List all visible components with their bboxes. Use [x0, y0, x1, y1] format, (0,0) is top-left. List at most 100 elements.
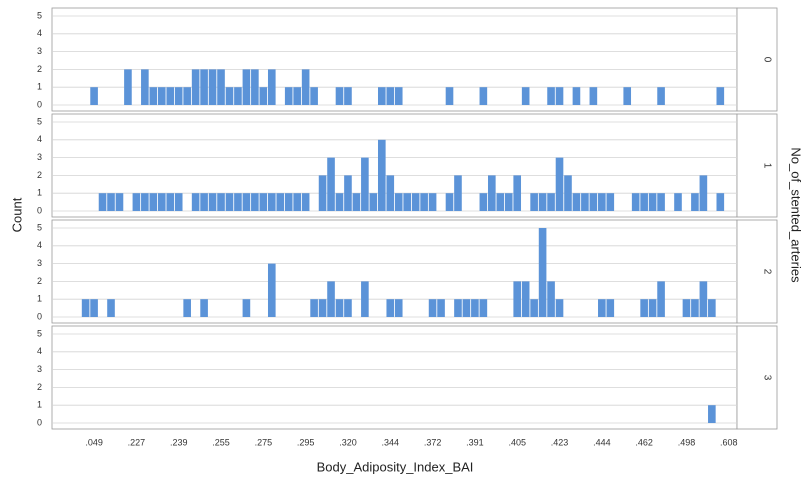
bar — [284, 193, 293, 211]
y-tick-label: 4 — [37, 346, 42, 356]
bar — [428, 299, 437, 317]
bar — [462, 299, 471, 317]
bar — [132, 193, 141, 211]
facet-strip — [736, 7, 778, 112]
bar — [640, 193, 648, 211]
bar — [479, 299, 488, 317]
bar — [403, 193, 412, 211]
bar — [428, 193, 437, 211]
bar — [394, 299, 403, 317]
bar — [521, 281, 530, 317]
bar — [141, 69, 149, 105]
y-tick-label: 1 — [37, 294, 42, 304]
bar — [488, 175, 496, 211]
bar — [674, 193, 682, 211]
bar — [386, 175, 395, 211]
bar — [251, 193, 259, 211]
bar — [293, 87, 301, 105]
bar — [318, 299, 327, 317]
facet-strip — [736, 325, 778, 430]
bar — [191, 69, 200, 105]
bar — [344, 87, 352, 105]
bar — [699, 281, 708, 317]
bar — [606, 193, 615, 211]
bar — [208, 193, 217, 211]
bar — [606, 299, 615, 317]
bar — [191, 193, 200, 211]
bar — [708, 299, 716, 317]
bar — [217, 193, 225, 211]
bar — [174, 87, 183, 105]
bar — [267, 193, 276, 211]
bar — [310, 87, 318, 105]
bar — [699, 175, 708, 211]
y-tick-label: 2 — [37, 170, 42, 180]
y-tick-label: 5 — [37, 116, 42, 126]
bar — [352, 193, 361, 211]
y-tick-label: 3 — [37, 46, 42, 56]
bar — [318, 175, 327, 211]
facet-strip — [736, 113, 778, 218]
bar — [200, 299, 208, 317]
bar — [394, 87, 403, 105]
bar — [555, 157, 564, 211]
bar — [267, 263, 276, 317]
bar — [166, 87, 175, 105]
bar — [141, 193, 149, 211]
y-tick-label: 0 — [37, 99, 42, 109]
bar — [225, 193, 234, 211]
bar — [225, 87, 234, 105]
x-tick-label: .227 — [128, 437, 146, 447]
bar — [267, 69, 276, 105]
bar — [691, 193, 699, 211]
x-tick-label: .498 — [678, 437, 696, 447]
bar — [149, 87, 158, 105]
y-tick-label: 1 — [37, 82, 42, 92]
bar — [530, 193, 538, 211]
bar — [682, 299, 691, 317]
panel-frame — [51, 219, 738, 324]
bar — [708, 405, 716, 423]
x-tick-label: .444 — [593, 437, 611, 447]
bar — [716, 193, 725, 211]
bar — [115, 193, 124, 211]
bar — [589, 87, 598, 105]
bar — [242, 193, 251, 211]
bar — [445, 87, 454, 105]
x-tick-label: .239 — [170, 437, 188, 447]
x-tick-label: .462 — [635, 437, 653, 447]
bar — [394, 193, 403, 211]
bar — [631, 193, 640, 211]
bar — [217, 69, 225, 105]
bar — [361, 281, 369, 317]
bar — [344, 299, 352, 317]
bar — [530, 299, 538, 317]
bar — [107, 299, 115, 317]
bar — [183, 87, 191, 105]
bar — [521, 87, 530, 105]
bar — [504, 193, 513, 211]
bar — [251, 69, 259, 105]
bar — [555, 299, 564, 317]
bar — [581, 193, 589, 211]
panel-frame — [51, 325, 738, 430]
facet-label: 0 — [761, 57, 772, 63]
bar — [310, 299, 318, 317]
bar — [81, 299, 90, 317]
bar — [124, 69, 132, 105]
bar — [657, 87, 665, 105]
bar — [259, 193, 268, 211]
bar — [547, 281, 555, 317]
y-tick-label: 1 — [37, 188, 42, 198]
bar — [513, 281, 522, 317]
bar — [411, 193, 420, 211]
bar — [547, 193, 555, 211]
bar — [200, 69, 208, 105]
bar — [208, 69, 217, 105]
bar — [454, 299, 462, 317]
bar — [386, 299, 395, 317]
bar — [242, 299, 251, 317]
bar — [377, 87, 386, 105]
bar — [335, 87, 344, 105]
y-tick-label: 2 — [37, 276, 42, 286]
